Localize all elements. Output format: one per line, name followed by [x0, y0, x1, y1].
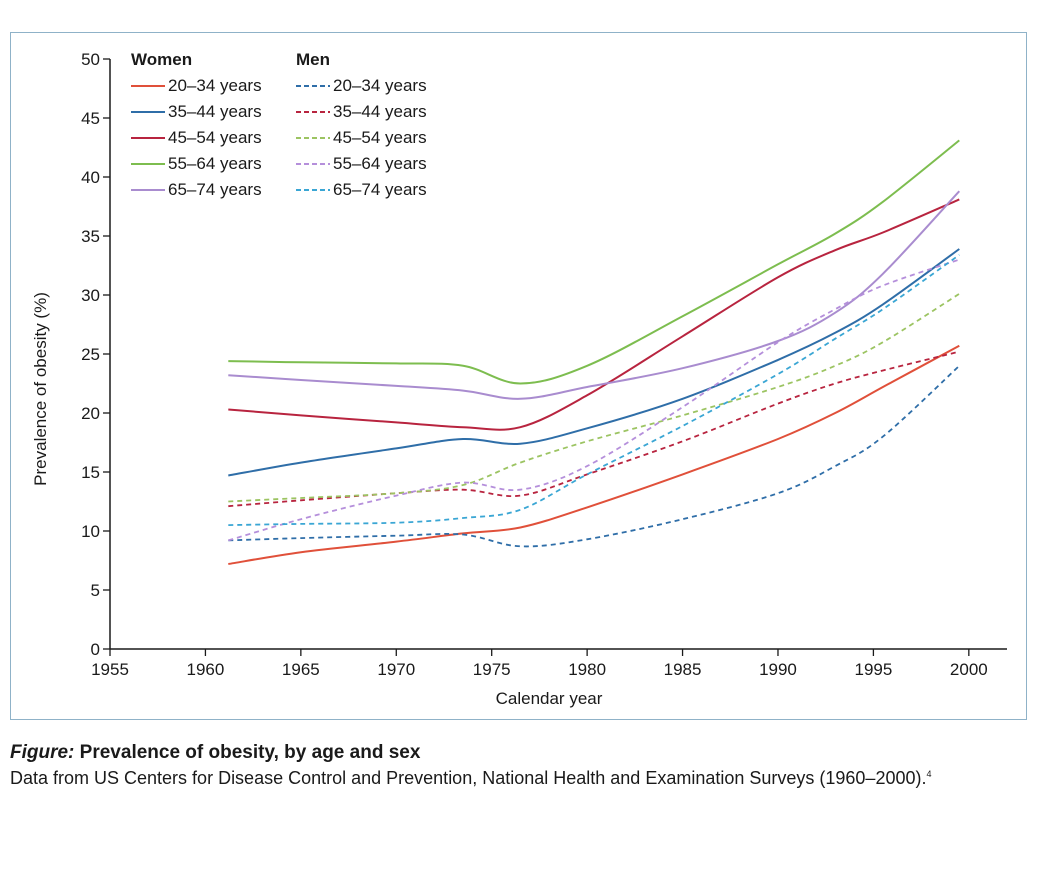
y-tick-label: 45: [81, 109, 100, 128]
caption-lead: Figure:: [10, 742, 75, 763]
caption-reference: 4: [926, 769, 932, 779]
figure-caption: Figure: Prevalence of obesity, by age an…: [10, 742, 1040, 789]
x-tick-label: 1990: [759, 660, 797, 679]
y-tick-label: 25: [81, 345, 100, 364]
men-20-34-line: [228, 365, 960, 548]
y-tick-label: 30: [81, 286, 100, 305]
line-chart: 0 5 10 15 20 25 30 35 40 45 50 1955 1960 1965 1970 1975…: [31, 50, 1007, 708]
x-tick-label: 1985: [664, 660, 702, 679]
legend-label: 20–34 years: [168, 76, 262, 95]
x-tick-label: 1980: [568, 660, 606, 679]
x-tick-label: 1970: [377, 660, 415, 679]
legend-title-women: Women: [131, 50, 192, 69]
y-tick-label: 10: [81, 522, 100, 541]
women-55-64-line: [228, 139, 960, 385]
women-65-74-line: [228, 190, 961, 400]
chart-frame: 0 5 10 15 20 25 30 35 40 45 50 1955 1960 1965 1970 1975…: [10, 32, 1027, 720]
x-tick-label: 2000: [950, 660, 988, 679]
legend-label: 35–44 years: [168, 102, 262, 121]
caption-source: Data from US Centers for Disease Control…: [10, 768, 1040, 789]
caption-source-text: Data from US Centers for Disease Control…: [10, 768, 927, 788]
x-tick-label: 1995: [854, 660, 892, 679]
men-55-64-line: [228, 258, 960, 542]
x-tick-label: 1965: [282, 660, 320, 679]
y-tick-label: 50: [81, 50, 100, 69]
legend-label: 55–64 years: [168, 154, 262, 173]
men-35-44-line: [228, 350, 960, 508]
axes: 0 5 10 15 20 25 30 35 40 45 50 1955 1960 1965 1970 1975…: [81, 50, 1007, 679]
y-tick-label: 15: [81, 463, 100, 482]
legend-label: 20–34 years: [333, 76, 427, 95]
legend: Women 20–34 years 35–44 years 45–54 years 55…: [131, 50, 427, 199]
caption-title: Figure: Prevalence of obesity, by age an…: [10, 742, 1040, 764]
y-tick-label: 35: [81, 227, 100, 246]
men-45-54-line: [228, 293, 960, 503]
women-45-54-line: [228, 198, 960, 431]
x-axis-label: Calendar year: [496, 689, 603, 708]
legend-label: 65–74 years: [168, 180, 262, 199]
legend-label: 55–64 years: [333, 154, 427, 173]
x-tick-label: 1975: [473, 660, 511, 679]
legend-label: 45–54 years: [333, 128, 427, 147]
x-tick-label: 1955: [91, 660, 129, 679]
y-axis-label: Prevalence of obesity (%): [31, 292, 50, 486]
women-35-44-line: [228, 248, 960, 477]
series-lines: [228, 139, 961, 565]
legend-label: 35–44 years: [333, 102, 427, 121]
y-tick-label: 0: [91, 640, 100, 659]
women-20-34-line: [228, 344, 960, 565]
legend-label: 65–74 years: [333, 180, 427, 199]
caption-title-text: Prevalence of obesity, by age and sex: [79, 742, 421, 763]
y-tick-label: 5: [91, 581, 100, 600]
legend-label: 45–54 years: [168, 128, 262, 147]
men-65-74-line: [228, 254, 960, 526]
y-tick-label: 20: [81, 404, 100, 423]
y-tick-label: 40: [81, 168, 100, 187]
legend-title-men: Men: [296, 50, 330, 69]
x-tick-label: 1960: [187, 660, 225, 679]
